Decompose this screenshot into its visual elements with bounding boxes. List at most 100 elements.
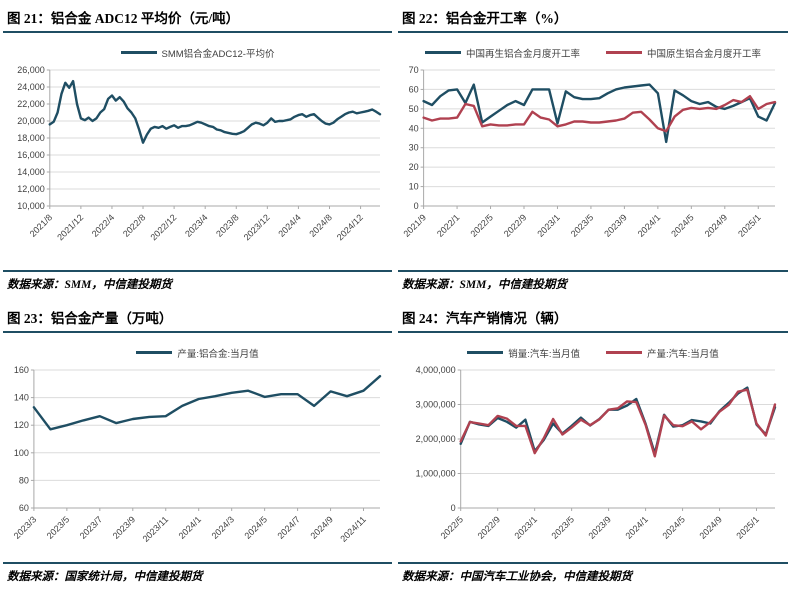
figure-22-source: 数据来源：SMM，中信建投期货 — [402, 279, 567, 291]
svg-text:2024/11: 2024/11 — [338, 514, 368, 544]
svg-text:60: 60 — [409, 84, 419, 94]
svg-text:2,000,000: 2,000,000 — [416, 434, 456, 444]
figure-21-source: 数据来源：SMM，中信建投期货 — [7, 279, 172, 291]
legend-label: 产量:汽车:当月值 — [647, 348, 719, 360]
svg-text:2024/7: 2024/7 — [275, 514, 302, 541]
legend-line-swatch — [424, 51, 461, 54]
svg-text:0: 0 — [451, 503, 456, 513]
figure-23-title: 图 23：铝合金产量（万吨） — [7, 311, 173, 326]
svg-text:14,000: 14,000 — [17, 167, 45, 177]
svg-text:70: 70 — [409, 65, 419, 75]
svg-text:2024/9: 2024/9 — [308, 514, 335, 541]
figure-24-title-rule — [398, 331, 788, 333]
svg-text:16,000: 16,000 — [17, 150, 45, 160]
svg-text:2023/7: 2023/7 — [77, 514, 104, 541]
svg-text:18,000: 18,000 — [17, 133, 45, 143]
svg-text:2025/1: 2025/1 — [736, 212, 763, 239]
svg-text:2023/8: 2023/8 — [214, 212, 241, 239]
svg-text:2022/5: 2022/5 — [439, 514, 466, 541]
figure-23-legend: 产量:铝合金:当月值 — [0, 346, 395, 360]
legend-line-swatch — [120, 51, 157, 54]
legend-item: SMM铝合金ADC12-平均价 — [120, 46, 275, 60]
svg-text:2023/11: 2023/11 — [140, 514, 170, 544]
legend-item: 产量:汽车:当月值 — [606, 346, 719, 360]
chart-24-canvas: 0 1,000,000 2,000,000 3,000,000 4,000,000 202… — [416, 365, 777, 541]
svg-text:10,000: 10,000 — [17, 201, 45, 211]
svg-text:2024/1: 2024/1 — [176, 514, 203, 541]
svg-text:2021/9: 2021/9 — [401, 212, 428, 239]
figure-23-source: 数据来源：国家统计局，中信建投期货 — [7, 571, 203, 583]
svg-text:2023/3: 2023/3 — [11, 514, 38, 541]
svg-text:2022/9: 2022/9 — [502, 212, 529, 239]
figure-21: 图 21：铝合金 ADC12 平均价（元/吨） SMM铝合金ADC12-平均价 … — [0, 0, 395, 300]
svg-text:22,000: 22,000 — [17, 99, 45, 109]
svg-text:3,000,000: 3,000,000 — [416, 400, 456, 410]
svg-text:2025/1: 2025/1 — [734, 514, 761, 541]
legend-item: 产量:铝合金:当月值 — [136, 346, 259, 360]
figure-22-title: 图 22：铝合金开工率（%） — [402, 11, 568, 26]
chart-23-canvas: 60 80 100 120 140 160 2023/3 2023/5 2023/7 2023/9… — [11, 365, 381, 544]
svg-text:2022/8: 2022/8 — [120, 212, 147, 239]
figure-22-title-rule — [398, 31, 788, 33]
figure-21-source-rule — [3, 270, 392, 272]
svg-text:2024/5: 2024/5 — [669, 212, 696, 239]
figure-21-legend: SMM铝合金ADC12-平均价 — [0, 46, 395, 60]
svg-text:1,000,000: 1,000,000 — [416, 469, 456, 479]
legend-line-swatch — [606, 351, 642, 354]
figure-24-source: 数据来源：中国汽车工业协会，中信建投期货 — [402, 571, 632, 583]
legend-label: 销量:汽车:当月值 — [508, 348, 580, 360]
svg-text:20,000: 20,000 — [17, 116, 45, 126]
svg-text:10: 10 — [409, 182, 419, 192]
svg-text:40: 40 — [409, 123, 419, 133]
figure-24-title: 图 24：汽车产销情况（辆） — [402, 311, 568, 326]
svg-text:2024/5: 2024/5 — [242, 514, 269, 541]
svg-text:80: 80 — [18, 475, 28, 485]
figure-21-title-rule — [3, 31, 392, 33]
figure-22: 图 22：铝合金开工率（%） 中国再生铝合金月度开工率 中国原生铝合金月度开工率… — [395, 0, 791, 300]
svg-text:2023/9: 2023/9 — [602, 212, 629, 239]
svg-text:100: 100 — [13, 448, 28, 458]
figure-23-source-rule — [3, 562, 392, 564]
svg-text:2022/4: 2022/4 — [89, 212, 116, 239]
svg-text:2024/5: 2024/5 — [660, 514, 687, 541]
legend-line-swatch — [606, 51, 642, 54]
svg-text:2021/8: 2021/8 — [27, 212, 54, 239]
figure-24-legend: 销量:汽车:当月值 产量:汽车:当月值 — [395, 346, 791, 360]
svg-text:2021/12: 2021/12 — [55, 212, 85, 242]
svg-text:2024/9: 2024/9 — [697, 514, 724, 541]
svg-text:140: 140 — [13, 393, 28, 403]
svg-text:60: 60 — [18, 503, 28, 513]
svg-text:2024/8: 2024/8 — [307, 212, 334, 239]
svg-text:2023/9: 2023/9 — [586, 514, 613, 541]
svg-text:160: 160 — [13, 365, 28, 375]
legend-line-swatch — [467, 351, 504, 354]
legend-item: 销量:汽车:当月值 — [467, 346, 580, 360]
svg-text:26,000: 26,000 — [17, 65, 45, 75]
svg-text:30: 30 — [409, 143, 419, 153]
svg-text:50: 50 — [409, 104, 419, 114]
svg-text:2024/9: 2024/9 — [703, 212, 730, 239]
legend-label: 中国原生铝合金月度开工率 — [647, 48, 762, 60]
legend-item: 中国再生铝合金月度开工率 — [424, 46, 580, 60]
svg-text:2024/4: 2024/4 — [276, 212, 303, 239]
svg-text:2024/3: 2024/3 — [209, 514, 236, 541]
svg-text:2023/5: 2023/5 — [550, 514, 577, 541]
svg-text:2023/4: 2023/4 — [183, 212, 210, 239]
svg-text:20: 20 — [409, 162, 419, 172]
legend-label: SMM铝合金ADC12-平均价 — [161, 48, 275, 60]
legend-label: 中国再生铝合金月度开工率 — [465, 48, 580, 60]
svg-text:2022/12: 2022/12 — [148, 212, 178, 242]
svg-text:2024/1: 2024/1 — [636, 212, 663, 239]
svg-text:2023/5: 2023/5 — [569, 212, 596, 239]
figure-24: 图 24：汽车产销情况（辆） 销量:汽车:当月值 产量:汽车:当月值 0 1,00… — [395, 300, 791, 592]
figure-21-title: 图 21：铝合金 ADC12 平均价（元/吨） — [7, 11, 240, 26]
svg-text:2024/12: 2024/12 — [334, 212, 364, 242]
svg-text:24,000: 24,000 — [17, 82, 45, 92]
legend-item: 中国原生铝合金月度开工率 — [606, 46, 761, 60]
svg-text:120: 120 — [13, 420, 28, 430]
svg-text:0: 0 — [414, 201, 419, 211]
svg-text:2023/1: 2023/1 — [513, 514, 540, 541]
figure-23: 图 23：铝合金产量（万吨） 产量:铝合金:当月值 60 80 100 120 140 1… — [0, 300, 395, 592]
